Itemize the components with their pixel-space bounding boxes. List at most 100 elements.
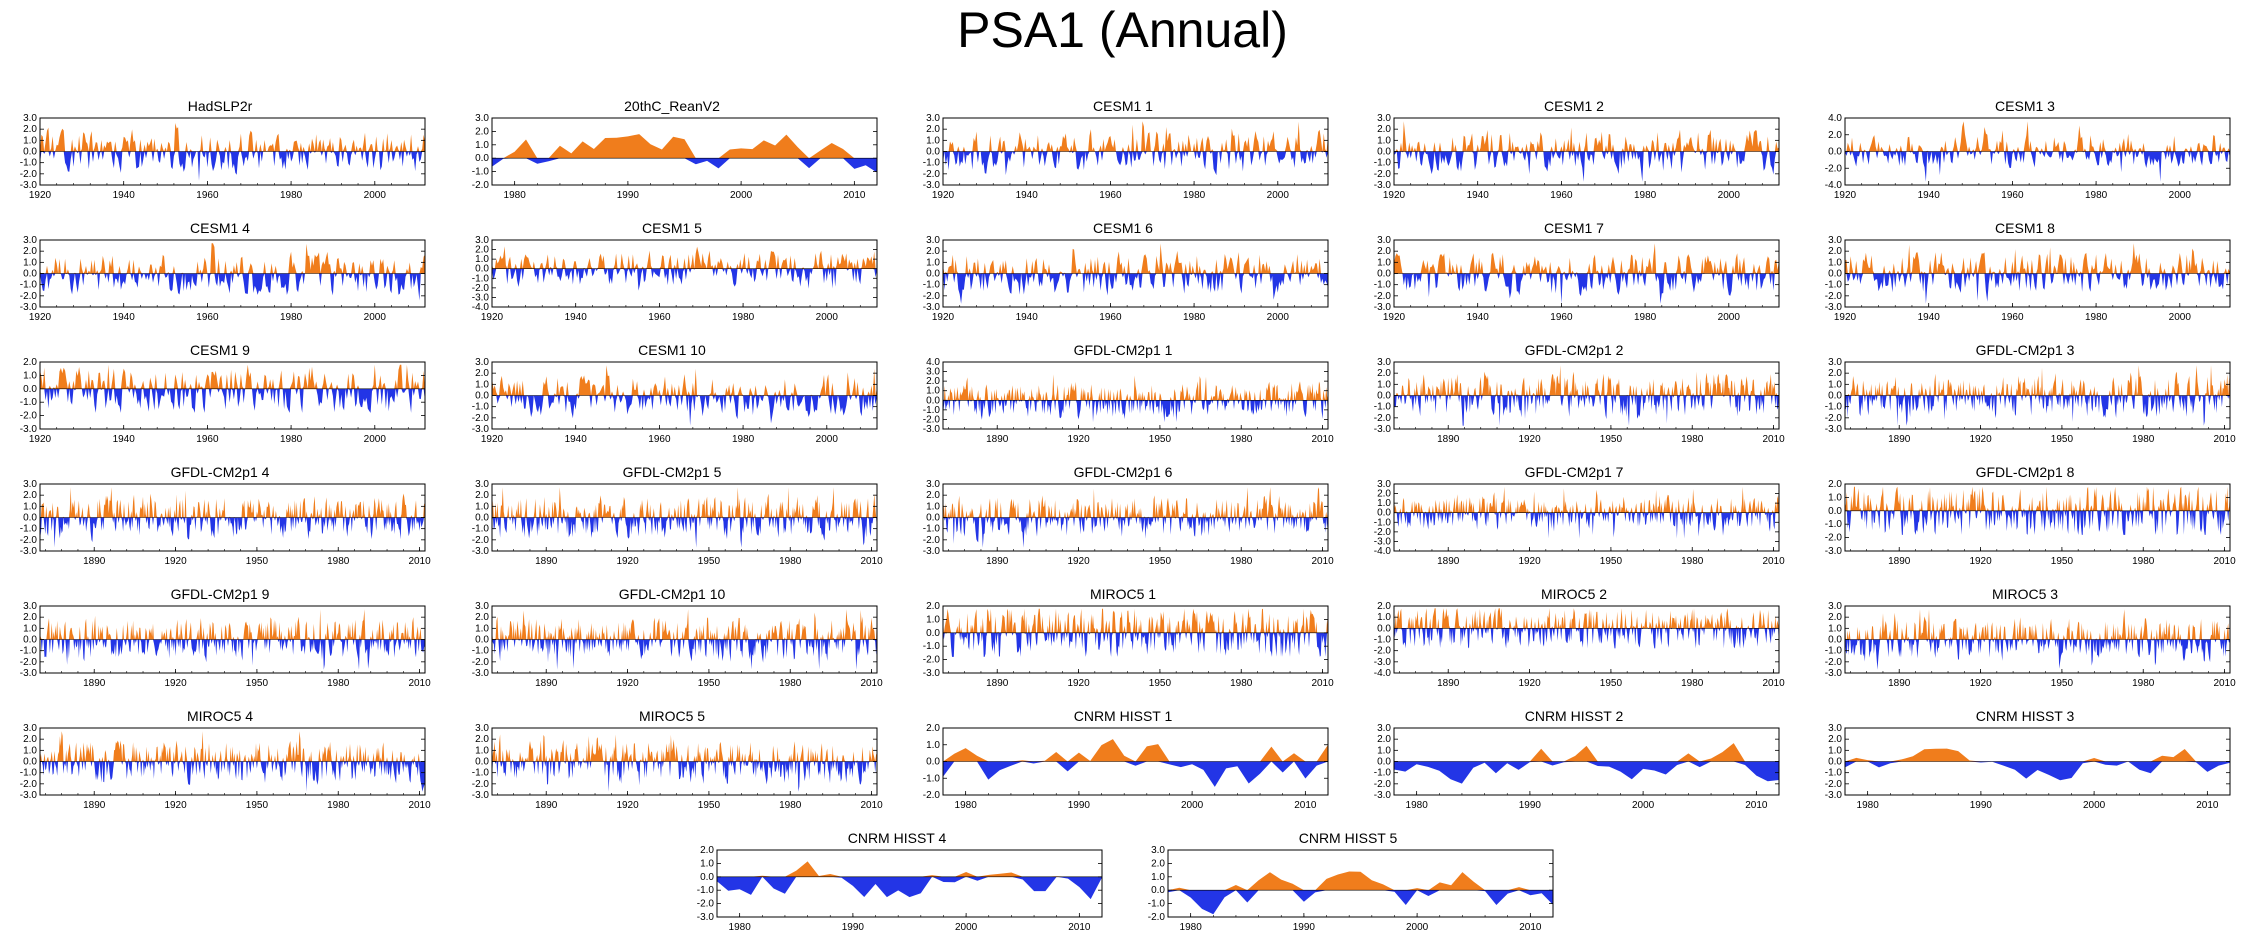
y-tick-label: -1.0 xyxy=(923,158,941,169)
y-tick-label: -1.0 xyxy=(923,773,941,784)
positive-area xyxy=(1845,609,2230,640)
negative-area xyxy=(943,761,1328,787)
y-tick-label: 1.0 xyxy=(1828,257,1842,268)
x-tick-label: 1980 xyxy=(1681,678,1704,689)
y-tick-label: -1.0 xyxy=(472,273,490,284)
y-tick-label: 1.0 xyxy=(475,379,489,390)
y-tick-label: 1.0 xyxy=(23,745,37,756)
x-tick-label: 1950 xyxy=(246,800,269,811)
y-tick-label: -2.0 xyxy=(1374,169,1392,180)
y-tick-label: -4.0 xyxy=(472,302,490,313)
panel-title: 20thC_ReanV2 xyxy=(624,98,720,114)
x-tick-label: 1890 xyxy=(535,678,558,689)
x-tick-label: 1920 xyxy=(616,800,639,811)
panel-title: HadSLP2r xyxy=(187,98,253,114)
panel-title: CNRM HISST 1 xyxy=(1073,708,1173,724)
negative-area xyxy=(492,268,877,291)
y-tick-label: -1.0 xyxy=(1825,280,1843,291)
y-tick-label: 2.0 xyxy=(926,246,940,257)
x-tick-label: 1960 xyxy=(196,190,219,201)
x-tick-label: 1960 xyxy=(1099,312,1122,323)
x-tick-label: 1950 xyxy=(1149,556,1172,567)
panel-title: GFDL-CM2p1 10 xyxy=(618,586,726,602)
chart-panel: CESM1 5 3.0 2.0 1.0 0.0 -1.0 -2.0 -3.0 -4.0 1920 1… xyxy=(452,220,892,335)
y-tick-label: 2.0 xyxy=(1828,368,1842,379)
x-tick-label: 1940 xyxy=(1467,312,1490,323)
chart-svg: 3.0 2.0 1.0 0.0 -1.0 -2.0 1980 1990 2000 2010 xyxy=(472,113,878,201)
chart-svg: 3.02.01.00.0-1.0-2.0-3.0 1890 1920 1950 1980… xyxy=(472,601,883,689)
positive-area xyxy=(1845,121,2230,152)
y-tick-label: -2.0 xyxy=(472,180,490,191)
chart-svg: 3.02.01.00.0-1.0-2.0-3.0 1890 1920 1950 1980… xyxy=(20,723,431,811)
x-tick-label: 1950 xyxy=(1149,678,1172,689)
positive-area xyxy=(492,609,877,640)
x-tick-label: 1980 xyxy=(504,190,527,201)
x-tick-label: 1950 xyxy=(1149,434,1172,445)
negative-area xyxy=(1845,761,2230,781)
y-tick-label: -2.0 xyxy=(923,169,941,180)
positive-area xyxy=(1845,486,2230,511)
x-tick-label: 2010 xyxy=(1745,800,1768,811)
positive-area xyxy=(492,134,877,159)
y-tick-label: -2.0 xyxy=(472,413,490,424)
panel-title: GFDL-CM2p1 8 xyxy=(1975,464,2075,480)
y-tick-label: -1.0 xyxy=(472,402,490,413)
y-tick-label: -3.0 xyxy=(1825,790,1843,801)
y-tick-label: 0.0 xyxy=(23,269,37,280)
positive-area xyxy=(1394,365,1779,396)
x-tick-label: 1890 xyxy=(1437,434,1460,445)
x-tick-label: 1980 xyxy=(779,678,802,689)
x-tick-label: 1980 xyxy=(1681,434,1704,445)
negative-area xyxy=(1394,273,1779,304)
y-tick-label: 2.0 xyxy=(1377,734,1391,745)
positive-area xyxy=(943,374,1328,401)
y-tick-label: 1.0 xyxy=(926,257,940,268)
panel-title: CNRM HISST 2 xyxy=(1524,708,1624,724)
y-tick-label: -3.0 xyxy=(923,546,941,557)
y-tick-label: -2.0 xyxy=(1825,657,1843,668)
x-tick-label: 1980 xyxy=(2085,312,2108,323)
y-tick-label: 3.0 xyxy=(23,601,37,612)
x-tick-label: 2000 xyxy=(364,312,387,323)
y-tick-label: 3.0 xyxy=(926,235,940,246)
x-tick-label: 1980 xyxy=(729,922,752,933)
y-tick-label: -3.0 xyxy=(1374,790,1392,801)
panel-title: CESM1 6 xyxy=(1093,220,1153,236)
x-tick-label: 1980 xyxy=(2132,678,2155,689)
chart-svg: 3.02.01.00.0-1.0-2.0-3.0 1890 1920 1950 1980… xyxy=(472,723,883,811)
x-tick-label: 1920 xyxy=(1518,556,1541,567)
x-tick-label: 2000 xyxy=(730,190,753,201)
positive-area xyxy=(492,734,877,762)
negative-area xyxy=(40,151,425,181)
y-tick-label: 1.0 xyxy=(926,501,940,512)
x-tick-label: 1960 xyxy=(1550,190,1573,201)
y-tick-label: 1.0 xyxy=(1377,379,1391,390)
x-tick-label: 2010 xyxy=(1311,678,1334,689)
panel-title: GFDL-CM2p1 7 xyxy=(1524,464,1624,480)
y-tick-label: 0.0 xyxy=(1828,506,1842,517)
y-tick-label: -1.0 xyxy=(923,524,941,535)
x-tick-label: 1980 xyxy=(732,434,755,445)
y-tick-label: 0.0 xyxy=(926,147,940,158)
chart-panel: GFDL-CM2p1 3 3.0 2.0 1.0 0.0 -1.0 -2.0 -3.0 1890… xyxy=(1805,342,2245,457)
x-tick-label: 1920 xyxy=(1969,434,1992,445)
x-tick-label: 1990 xyxy=(1970,800,1993,811)
x-tick-label: 1950 xyxy=(246,556,269,567)
x-tick-label: 1980 xyxy=(2085,190,2108,201)
x-tick-label: 1950 xyxy=(246,678,269,689)
y-tick-label: 0.0 xyxy=(700,872,714,883)
y-tick-label: -1.0 xyxy=(697,885,715,896)
x-tick-label: 2010 xyxy=(408,678,431,689)
panel-title: CNRM HISST 3 xyxy=(1975,708,2075,724)
x-tick-label: 1980 xyxy=(1406,800,1429,811)
y-tick-label: -2.0 xyxy=(1148,912,1166,923)
x-tick-label: 2000 xyxy=(2169,312,2192,323)
y-tick-label: -3.0 xyxy=(1825,424,1843,435)
y-tick-label: 1.0 xyxy=(1377,498,1391,509)
y-tick-label: 1.0 xyxy=(1377,135,1391,146)
chart-panel: MIROC5 4 3.0 2.0 1.0 0.0 -1.0 -2.0 -3.0 1890 1920… xyxy=(0,708,440,823)
y-tick-label: -1.0 xyxy=(20,524,38,535)
x-tick-label: 2000 xyxy=(816,312,839,323)
y-tick-label: 3.0 xyxy=(23,723,37,734)
